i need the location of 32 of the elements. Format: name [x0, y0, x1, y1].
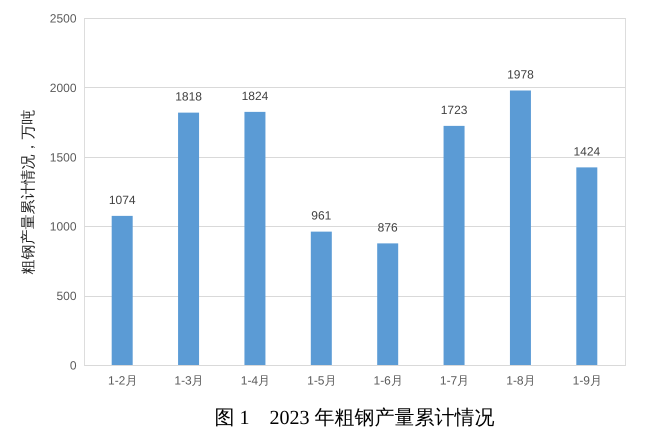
data-label: 1424 — [573, 144, 600, 158]
bar — [112, 216, 133, 365]
data-label: 1978 — [507, 67, 534, 82]
text: 图 1 2023 年粗钢产量累计情况 — [214, 407, 494, 429]
x-tick-label: 1-3月 — [174, 374, 204, 388]
x-tick-label: 1-5月 — [307, 374, 336, 388]
x-tick-label: 1-7月 — [440, 374, 470, 388]
y-tick-label: 0 — [70, 358, 77, 372]
x-tick-label: 1-9月 — [572, 374, 602, 388]
data-label: 1824 — [242, 88, 269, 103]
data-label: 876 — [378, 220, 398, 234]
bar — [244, 112, 266, 365]
x-tick-label: 1-8月 — [506, 374, 536, 388]
x-tick-label: 1-4月 — [240, 374, 270, 388]
bar — [576, 167, 598, 365]
y-axis-title: 粗钢产量累计情况，万吨 — [20, 110, 37, 274]
y-tick-label: 500 — [56, 289, 77, 304]
y-tick-label: 1000 — [50, 220, 77, 234]
bar — [310, 232, 332, 365]
bar — [510, 90, 531, 365]
data-label: 961 — [311, 208, 332, 223]
bar — [377, 243, 398, 365]
y-tick-label: 1500 — [50, 150, 77, 164]
data-label: 1074 — [108, 192, 136, 207]
data-label: 1723 — [440, 102, 468, 117]
x-tick-label: 1-2月 — [108, 374, 138, 388]
x-tick-label: 1-6月 — [374, 374, 403, 388]
data-label: 1818 — [175, 90, 202, 104]
bar — [444, 126, 465, 365]
y-tick-label: 2500 — [50, 12, 77, 26]
y-tick-label: 2000 — [50, 80, 77, 95]
bar — [178, 112, 200, 365]
